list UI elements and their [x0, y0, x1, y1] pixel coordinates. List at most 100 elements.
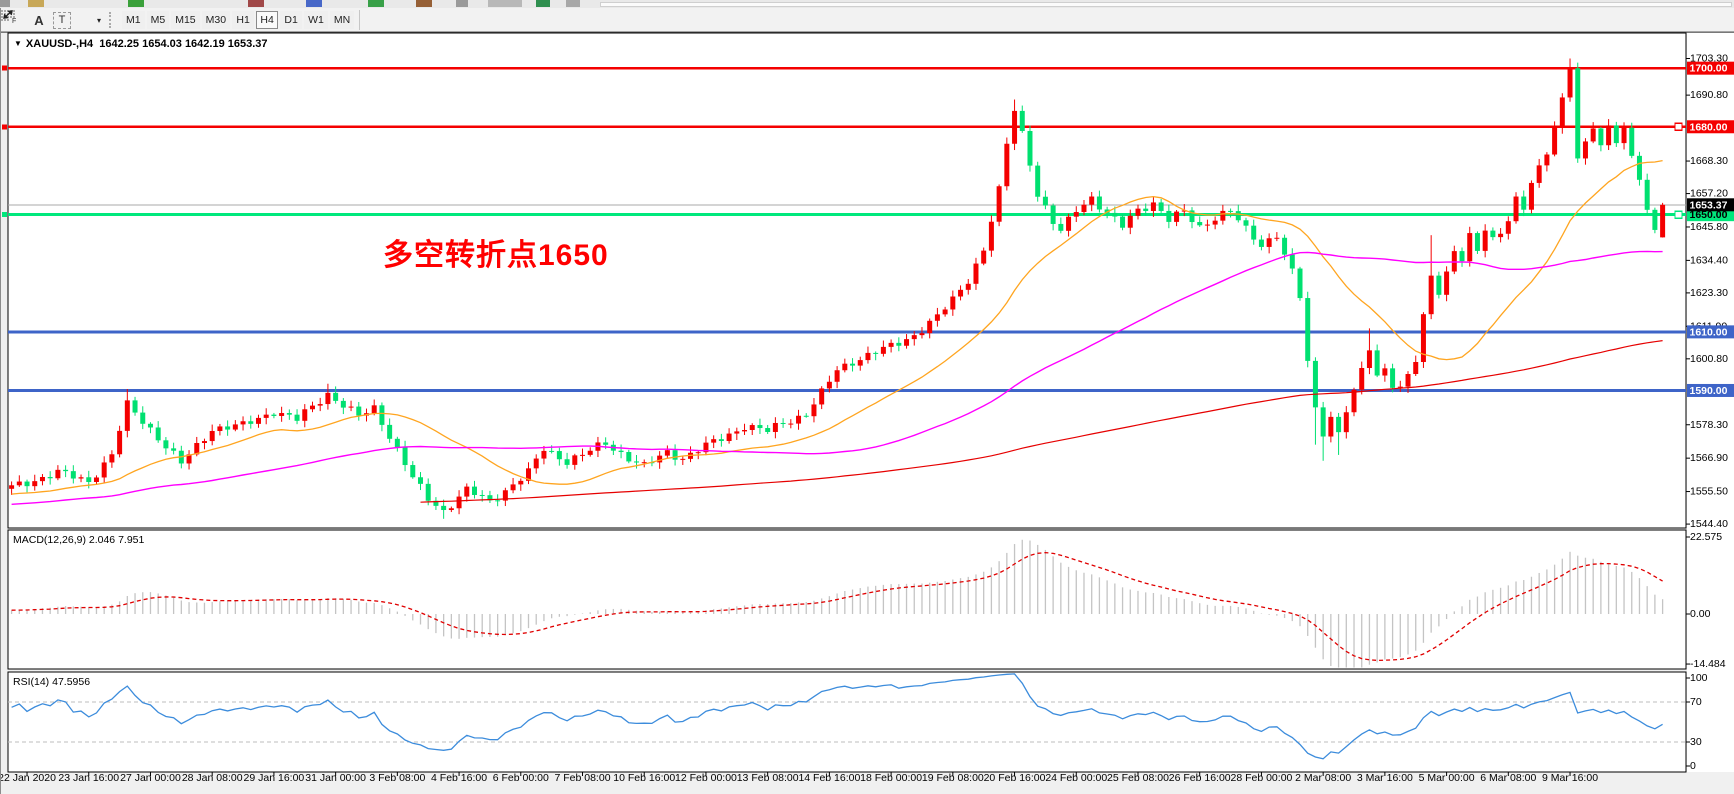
clipped-icon [248, 0, 264, 7]
symbol-period: XAUUSD-,H4 [25, 38, 94, 50]
price-tick: 1578.30 [1690, 419, 1728, 431]
price-tick: 1657.20 [1690, 188, 1728, 200]
macd-signal-line [11, 551, 1663, 662]
clipped-icon [456, 0, 468, 7]
time-label: 19 Feb 08:00 [922, 772, 984, 784]
clipped-icon [128, 0, 144, 7]
rsi-tick: 70 [1690, 696, 1702, 708]
timeframe-h1-button[interactable]: H1 [232, 11, 255, 29]
hline-tag-1610.00: 1610.00 [1690, 326, 1728, 338]
toolbar-grip[interactable] [109, 12, 116, 28]
time-label: 22 Jan 2020 [0, 772, 56, 784]
price-tick: 1703.30 [1690, 53, 1728, 65]
ma-21-line [11, 159, 1663, 495]
time-label: 5 Mar 00:00 [1419, 772, 1475, 784]
time-label: 7 Feb 08:00 [554, 772, 610, 784]
timeframe-m5-button[interactable]: M5 [146, 11, 170, 29]
macd-indicator-label: MACD(12,26,9) 2.046 7.951 [13, 534, 145, 546]
clipped-icon [368, 0, 384, 7]
timeframe-d1-button[interactable]: D1 [280, 11, 303, 29]
macd-panel[interactable] [7, 529, 1687, 670]
main-panel[interactable] [7, 32, 1687, 529]
time-label: 2 Mar 08:00 [1295, 772, 1351, 784]
rsi-panel[interactable] [7, 671, 1687, 773]
time-label: 25 Feb 08:00 [1107, 772, 1169, 784]
hline-tag-1700.00: 1700.00 [1690, 63, 1728, 75]
timeframe-m15-button[interactable]: M15 [171, 11, 200, 29]
horizontal-lines[interactable] [8, 66, 1686, 392]
timeframe-w1-button[interactable]: W1 [304, 11, 328, 29]
time-label: 13 Feb 08:00 [737, 772, 799, 784]
clipped-icon [0, 0, 10, 7]
time-label: 18 Feb 00:00 [860, 772, 922, 784]
timeframe-h4-button[interactable]: H4 [256, 11, 279, 29]
time-label: 23 Jan 16:00 [58, 772, 119, 784]
macd-tick: 22.575 [1690, 531, 1722, 543]
svg-text:F: F [12, 18, 16, 24]
rsi-value: 47.5956 [52, 676, 91, 688]
time-label: 20 Feb 16:00 [984, 772, 1046, 784]
time-label: 6 Mar 08:00 [1480, 772, 1536, 784]
line-studies-dropdown-caret[interactable]: ▾ [97, 15, 102, 25]
price-tick: 1544.40 [1690, 518, 1728, 530]
window-left-border [0, 8, 1, 794]
quote-low: 1642.19 [184, 38, 225, 50]
time-label: 14 Feb 16:00 [798, 772, 860, 784]
time-label: 28 Jan 08:00 [182, 772, 243, 784]
chart-symbol-header: ▼ XAUUSD-,H4 1642.25 1654.03 1642.19 1653… [14, 38, 268, 50]
ma-200-line [420, 340, 1663, 503]
time-label: 6 Feb 00:00 [493, 772, 549, 784]
price-tick: 1634.40 [1690, 254, 1728, 266]
clipped-icon [416, 0, 432, 7]
chart-panels [0, 31, 1734, 773]
quote-close: 1653.37 [227, 38, 268, 50]
clipped-icon [566, 0, 580, 7]
macd-signal-value: 7.951 [118, 534, 145, 546]
collapse-arrow-icon[interactable]: ▼ [14, 39, 22, 48]
chart-annotation-text[interactable]: 多空转折点1650 [383, 239, 609, 272]
time-label: 28 Feb 00:00 [1230, 772, 1292, 784]
timeframe-m1-button[interactable]: M1 [122, 11, 145, 29]
macd-tick: -14.484 [1690, 658, 1726, 670]
time-label: 26 Feb 16:00 [1169, 772, 1231, 784]
price-tick: 1623.30 [1690, 287, 1728, 299]
hline-handles[interactable] [2, 65, 1683, 219]
time-label: 4 Feb 16:00 [431, 772, 487, 784]
macd-tick: 0.00 [1690, 608, 1711, 620]
toolbar-separator [359, 10, 361, 30]
time-axis[interactable]: 22 Jan 2020 23 Jan 16:00 27 Jan 00:00 28 Ja… [0, 772, 1598, 784]
rsi-tick: 30 [1690, 736, 1702, 748]
price-tick: 1690.80 [1690, 89, 1728, 101]
clipped-icon [488, 0, 522, 7]
price-axis-column[interactable] [1687, 33, 1734, 772]
time-label: 24 Feb 00:00 [1045, 772, 1107, 784]
clipped-icon [536, 0, 550, 7]
rsi-tick: 100 [1690, 672, 1708, 684]
hline-tag-1590.00: 1590.00 [1690, 385, 1728, 397]
quote-open: 1642.25 [99, 38, 140, 50]
price-tick: 1566.90 [1690, 452, 1728, 464]
text-label-icon[interactable]: A [34, 12, 44, 28]
price-tags: 1700.00 1680.00 1650.00 1610.00 1590.00 1653.… [1687, 61, 1734, 397]
candlestick-series [9, 58, 1666, 519]
line-studies-icon[interactable] [3, 10, 96, 30]
time-label: 12 Feb 00:00 [675, 772, 737, 784]
time-label: 3 Mar 16:00 [1357, 772, 1413, 784]
rsi-series [8, 673, 1686, 760]
timeframe-m30-button[interactable]: M30 [201, 11, 231, 29]
hline-tag-1680.00: 1680.00 [1690, 121, 1728, 133]
time-label: 3 Feb 08:00 [369, 772, 425, 784]
price-tick: 1600.80 [1690, 353, 1728, 365]
hline-tag-1650.00: 1650.00 [1690, 209, 1728, 221]
rsi-tick: 0 [1690, 760, 1696, 772]
time-label: 29 Jan 16:00 [244, 772, 305, 784]
price-tick: 1668.30 [1690, 155, 1728, 167]
time-label: 27 Jan 00:00 [120, 772, 181, 784]
text-box-icon[interactable]: T [53, 11, 71, 29]
price-axis[interactable]: 1703.30 1690.80 1668.30 1657.20 1645.80 1634.… [1686, 53, 1728, 773]
ma-62-line [11, 250, 1663, 505]
timeframe-mn-button[interactable]: MN [329, 11, 355, 29]
price-tick: 1555.50 [1690, 486, 1728, 498]
